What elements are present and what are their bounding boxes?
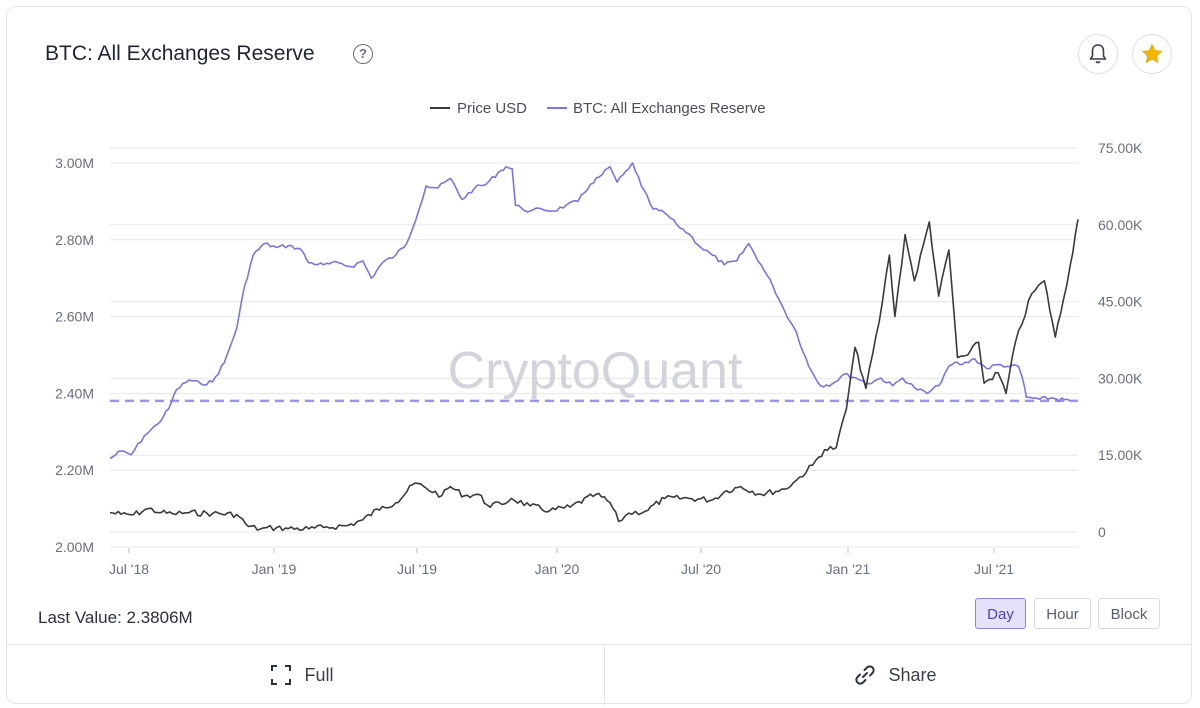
price-series-line (109, 219, 1079, 532)
left-axis-tick-label: 3.00M (55, 155, 94, 171)
legend-reserve-label: BTC: All Exchanges Reserve (573, 100, 766, 117)
full-label: Full (304, 664, 334, 685)
chart-grid (110, 147, 1078, 548)
x-axis-tick-label: Jan '20 (535, 561, 580, 577)
right-axis: 75.00K 60.00K 45.00K 30.00K 15.00K 0 (1098, 140, 1143, 540)
left-axis-tick-label: 2.40M (55, 385, 94, 401)
expand-icon (271, 665, 292, 685)
right-axis-tick-label: 45.00K (1098, 294, 1143, 310)
range-hour-button[interactable]: Hour (1034, 598, 1091, 629)
left-axis-tick-label: 2.60M (55, 309, 94, 325)
legend-price-label: Price USD (457, 100, 527, 117)
chart-legend: Price USD BTC: All Exchanges Reserve (430, 100, 766, 117)
right-axis-tick-label: 15.00K (1098, 447, 1143, 463)
footer-bar: Full Share (6, 644, 1192, 705)
page-title: BTC: All Exchanges Reserve (45, 42, 315, 65)
x-axis-tick-label: Jan '19 (252, 561, 297, 577)
share-button[interactable]: Share (599, 645, 1192, 705)
watermark: CryptoQuant (448, 342, 743, 400)
last-value-readout: Last Value: 2.3806M (38, 608, 193, 628)
x-axis-tick-label: Jul '21 (974, 561, 1014, 577)
footer-divider (604, 645, 605, 705)
link-icon (855, 665, 876, 685)
last-value-number: 2.3806M (126, 608, 193, 627)
range-day-button[interactable]: Day (975, 598, 1026, 629)
alert-button[interactable] (1078, 34, 1118, 74)
right-axis-tick-label: 30.00K (1098, 370, 1143, 386)
help-icon[interactable]: ? (353, 44, 373, 64)
x-axis-tick-label: Jul '20 (681, 561, 721, 577)
right-axis-tick-label: 75.00K (1098, 140, 1143, 156)
right-axis-tick-label: 0 (1098, 524, 1106, 540)
x-axis: Jul '18 Jan '19 Jul '19 Jan '20 Jul '20 Jan '… (109, 548, 1014, 577)
left-axis-tick-label: 2.00M (55, 539, 94, 555)
chart-card: BTC: All Exchanges Reserve ? (6, 6, 1192, 704)
x-axis-tick-label: Jul '18 (109, 561, 149, 577)
left-axis: 3.00M 2.80M 2.60M 2.40M 2.20M 2.00M (55, 155, 94, 555)
reserve-series-line (109, 162, 1071, 460)
share-label: Share (888, 664, 937, 685)
bell-icon (1089, 44, 1107, 64)
left-axis-tick-label: 2.80M (55, 232, 94, 248)
favorite-button[interactable] (1132, 34, 1172, 74)
chart: Price USD BTC: All Exchanges Reserve Cry… (55, 100, 1143, 577)
full-button[interactable]: Full (6, 645, 598, 705)
range-block-button[interactable]: Block (1098, 598, 1160, 629)
right-axis-tick-label: 60.00K (1098, 217, 1143, 233)
x-axis-tick-label: Jan '21 (826, 561, 871, 577)
x-axis-tick-label: Jul '19 (397, 561, 437, 577)
star-icon (1142, 44, 1162, 63)
left-axis-tick-label: 2.20M (55, 462, 94, 478)
last-value-label: Last Value: (38, 608, 122, 627)
